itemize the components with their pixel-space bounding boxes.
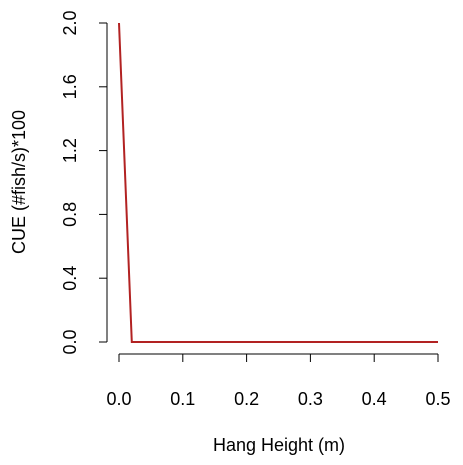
y-tick-label: 0.0 <box>60 329 80 354</box>
x-axis-title: Hang Height (m) <box>213 435 345 455</box>
x-tick-label: 0.0 <box>106 389 131 409</box>
y-tick-label: 0.8 <box>60 202 80 227</box>
plot-area <box>118 22 438 343</box>
y-tick-label: 2.0 <box>60 10 80 35</box>
series-line <box>118 22 438 343</box>
x-axis: 0.0 0.1 0.2 0.3 0.4 0.5 <box>106 353 451 409</box>
x-tick-label: 0.1 <box>170 389 195 409</box>
y-tick-label: 0.4 <box>60 266 80 291</box>
x-tick-label: 0.3 <box>298 389 323 409</box>
y-axis: 0.0 0.4 0.8 1.2 1.6 2.0 <box>60 10 108 355</box>
x-tick-label: 0.4 <box>362 389 387 409</box>
x-tick-label: 0.5 <box>425 389 450 409</box>
y-tick-label: 1.6 <box>60 74 80 99</box>
y-axis-title: CUE (#fish/s)*100 <box>9 110 29 254</box>
x-tick-label: 0.2 <box>234 389 259 409</box>
y-tick-label: 1.2 <box>60 138 80 163</box>
